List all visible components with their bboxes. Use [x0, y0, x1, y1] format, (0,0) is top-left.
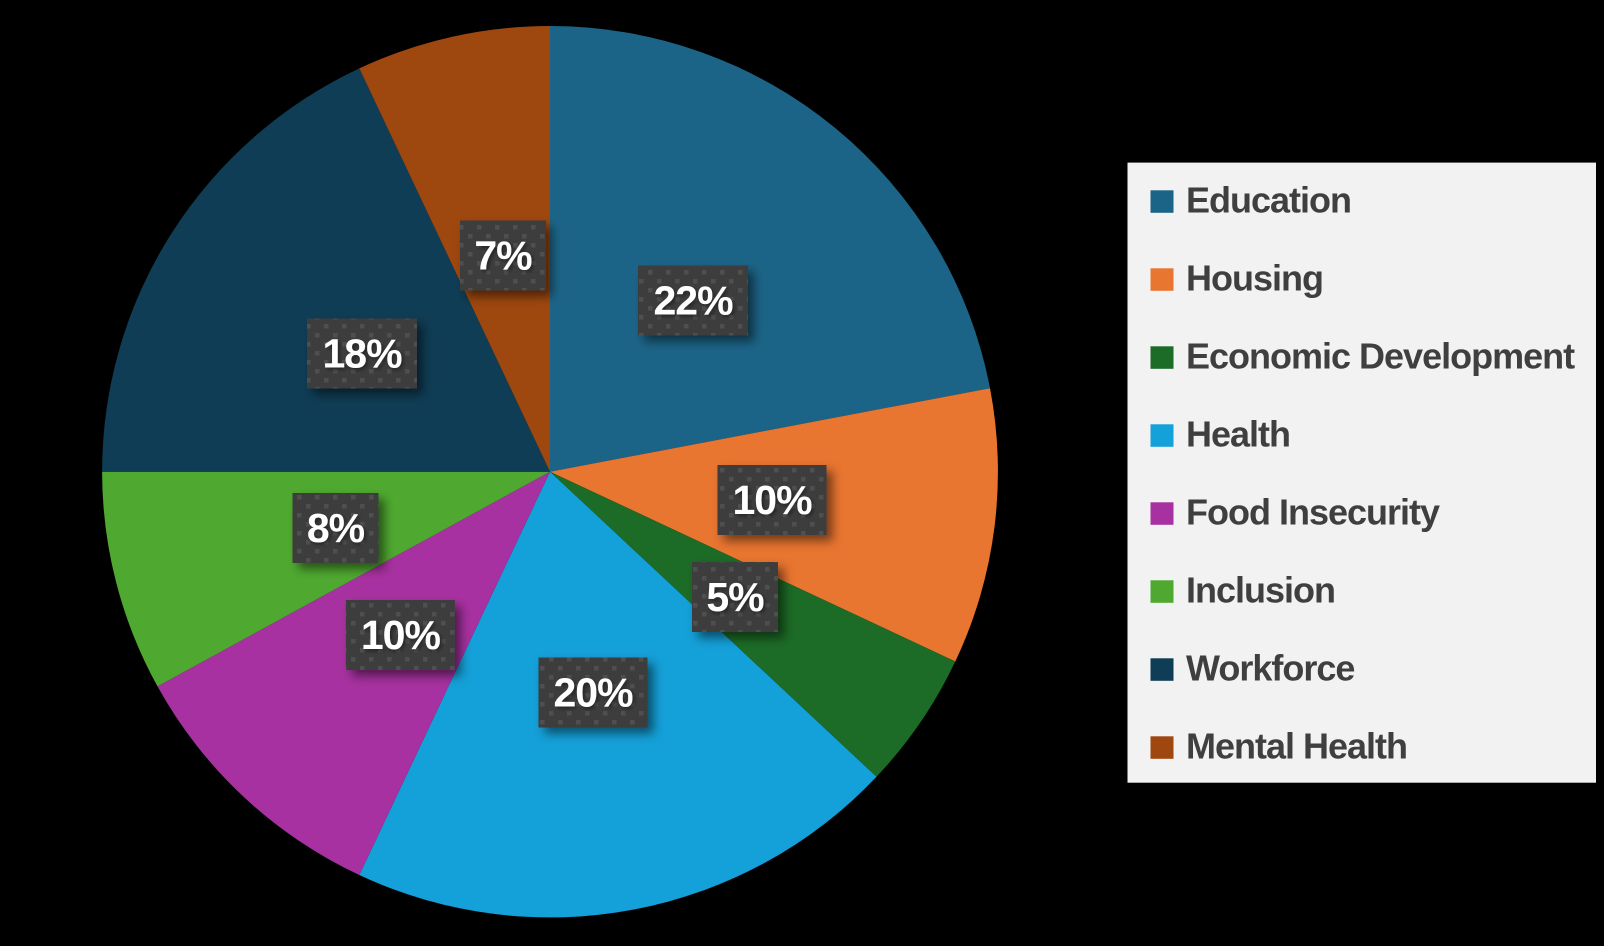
svg-text:10%: 10% — [732, 477, 812, 523]
svg-text:22%: 22% — [653, 278, 733, 324]
svg-text:7%: 7% — [474, 233, 532, 279]
svg-text:Mental Health: Mental Health — [1186, 725, 1407, 766]
svg-text:18%: 18% — [322, 331, 402, 377]
svg-text:Workforce: Workforce — [1186, 647, 1354, 688]
svg-text:Housing: Housing — [1186, 257, 1323, 298]
svg-text:5%: 5% — [706, 574, 764, 620]
svg-text:10%: 10% — [361, 612, 441, 658]
svg-text:8%: 8% — [307, 505, 365, 551]
svg-text:Food Insecurity: Food Insecurity — [1186, 491, 1440, 532]
svg-text:Education: Education — [1186, 179, 1351, 220]
svg-text:Health: Health — [1186, 413, 1290, 454]
svg-text:20%: 20% — [553, 670, 633, 716]
svg-text:Inclusion: Inclusion — [1186, 569, 1335, 610]
svg-text:Economic Development: Economic Development — [1186, 335, 1575, 376]
